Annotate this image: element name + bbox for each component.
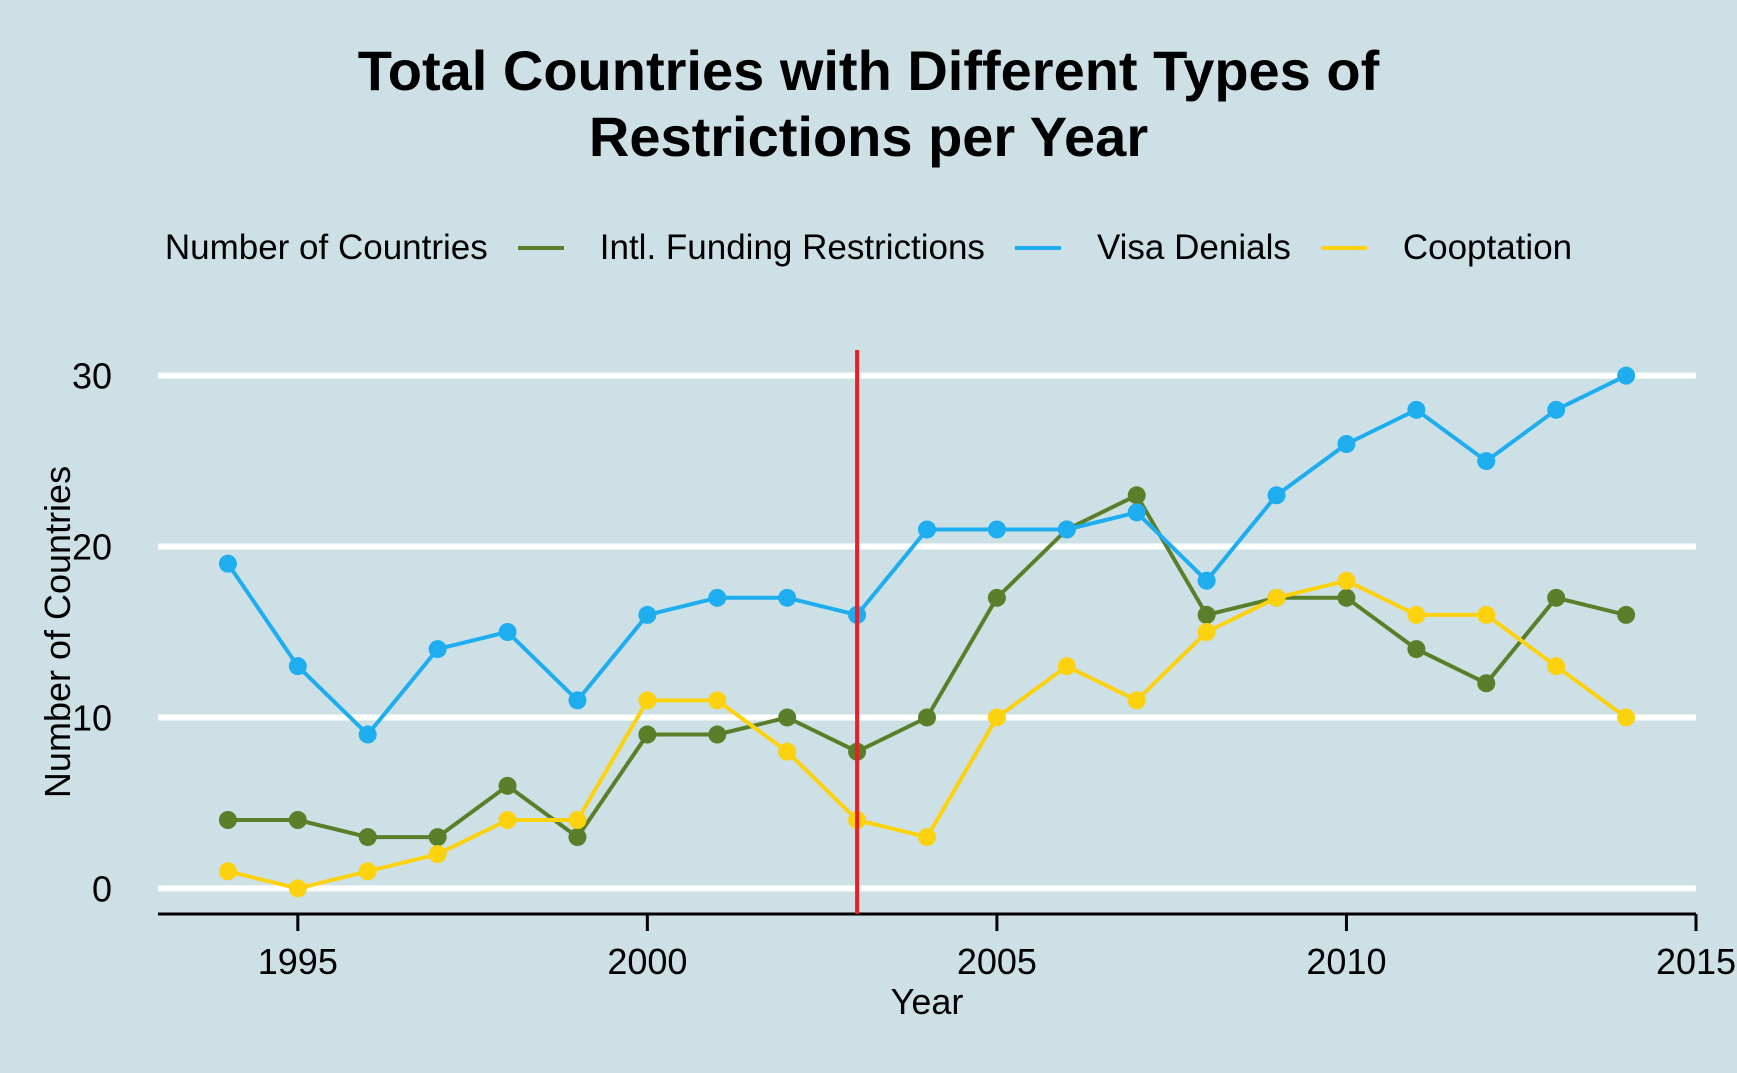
data-point-intl-funding-restrictions — [778, 708, 797, 727]
data-point-intl-funding-restrictions — [1547, 588, 1566, 607]
data-point-intl-funding-restrictions — [498, 776, 517, 795]
data-point-cooptation — [778, 742, 797, 761]
data-point-cooptation — [288, 879, 307, 898]
data-point-visa-denials — [1197, 571, 1216, 590]
x-tick-label: 1995 — [258, 941, 338, 982]
legend-swatch-cooptation — [1320, 246, 1367, 250]
data-point-visa-denials — [218, 554, 237, 573]
legend-label-visa-denials: Visa Denials — [1096, 228, 1291, 267]
data-point-cooptation — [918, 828, 936, 847]
data-point-visa-denials — [1477, 452, 1496, 471]
data-point-intl-funding-restrictions — [428, 828, 447, 847]
y-tick-label: 30 — [72, 356, 112, 397]
data-point-cooptation — [708, 691, 727, 710]
data-point-cooptation — [218, 862, 237, 881]
y-tick-label: 20 — [72, 527, 112, 568]
data-point-intl-funding-restrictions — [288, 811, 307, 829]
legend-title: Number of Countries — [164, 228, 488, 267]
data-point-cooptation — [568, 811, 587, 829]
legend: Number of Countries Intl. Funding Restri… — [0, 228, 1737, 268]
data-point-cooptation — [1547, 657, 1566, 676]
x-tick-label: 2005 — [957, 941, 1037, 982]
x-tick-label: 2015 — [1656, 941, 1736, 982]
legend-swatch-intl-funding — [517, 246, 564, 250]
data-point-cooptation — [987, 708, 1006, 727]
x-tick-label: 2000 — [607, 941, 687, 982]
data-point-cooptation — [1127, 691, 1146, 710]
data-point-intl-funding-restrictions — [1477, 674, 1496, 693]
legend-label-cooptation: Cooptation — [1402, 228, 1573, 267]
data-point-cooptation — [428, 845, 447, 864]
data-point-cooptation — [1407, 605, 1426, 624]
data-point-intl-funding-restrictions — [987, 588, 1006, 607]
data-point-intl-funding-restrictions — [1337, 588, 1356, 607]
data-point-intl-funding-restrictions — [708, 725, 727, 744]
data-point-visa-denials — [918, 520, 936, 539]
data-point-visa-denials — [1057, 520, 1076, 539]
data-point-visa-denials — [1407, 400, 1426, 419]
data-point-intl-funding-restrictions — [1407, 640, 1426, 659]
data-point-cooptation — [1267, 588, 1286, 607]
data-point-cooptation — [1057, 657, 1076, 676]
legend-item-visa-denials: Visa Denials — [1014, 228, 1291, 268]
data-point-visa-denials — [288, 657, 307, 676]
data-point-visa-denials — [708, 588, 727, 607]
series-line-visa-denials — [226, 373, 1627, 737]
data-point-intl-funding-restrictions — [1617, 605, 1636, 624]
x-axis-label: Year — [891, 981, 964, 1022]
data-point-visa-denials — [428, 640, 447, 659]
data-point-visa-denials — [1547, 400, 1566, 419]
legend-item-cooptation: Cooptation — [1320, 228, 1573, 268]
data-point-cooptation — [1617, 708, 1636, 727]
x-tick-label: 2010 — [1306, 941, 1386, 982]
data-point-intl-funding-restrictions — [638, 725, 657, 744]
data-point-visa-denials — [1337, 435, 1356, 453]
chart-title-line-2: Restrictions per Year — [588, 105, 1149, 168]
data-point-visa-denials — [498, 623, 517, 641]
data-point-visa-denials — [358, 725, 377, 744]
data-point-intl-funding-restrictions — [358, 828, 377, 847]
data-point-visa-denials — [1127, 503, 1146, 522]
data-point-intl-funding-restrictions — [568, 828, 587, 847]
data-point-visa-denials — [1267, 486, 1286, 505]
data-point-visa-denials — [568, 691, 587, 710]
data-point-cooptation — [358, 862, 377, 881]
legend-item-intl-funding: Intl. Funding Restrictions — [517, 228, 985, 268]
y-tick-label: 0 — [92, 868, 112, 909]
data-point-visa-denials — [987, 520, 1006, 539]
data-point-cooptation — [1197, 623, 1216, 641]
data-point-cooptation — [498, 811, 517, 829]
y-axis-label: Number of Countries — [37, 466, 78, 798]
data-point-visa-denials — [638, 605, 657, 624]
chart-title: Total Countries with Different Types of … — [0, 38, 1737, 170]
data-point-cooptation — [1337, 571, 1356, 590]
data-point-intl-funding-restrictions — [1197, 605, 1216, 624]
data-point-visa-denials — [1617, 366, 1636, 385]
data-point-cooptation — [638, 691, 657, 710]
legend-label-intl-funding: Intl. Funding Restrictions — [599, 228, 985, 267]
data-point-intl-funding-restrictions — [218, 811, 237, 829]
data-point-intl-funding-restrictions — [1127, 486, 1146, 505]
chart-title-line-1: Total Countries with Different Types of — [357, 39, 1380, 102]
data-point-intl-funding-restrictions — [918, 708, 936, 727]
data-point-cooptation — [1477, 605, 1496, 624]
data-point-visa-denials — [778, 588, 797, 607]
legend-swatch-visa-denials — [1014, 246, 1061, 250]
y-tick-label: 10 — [72, 697, 112, 738]
